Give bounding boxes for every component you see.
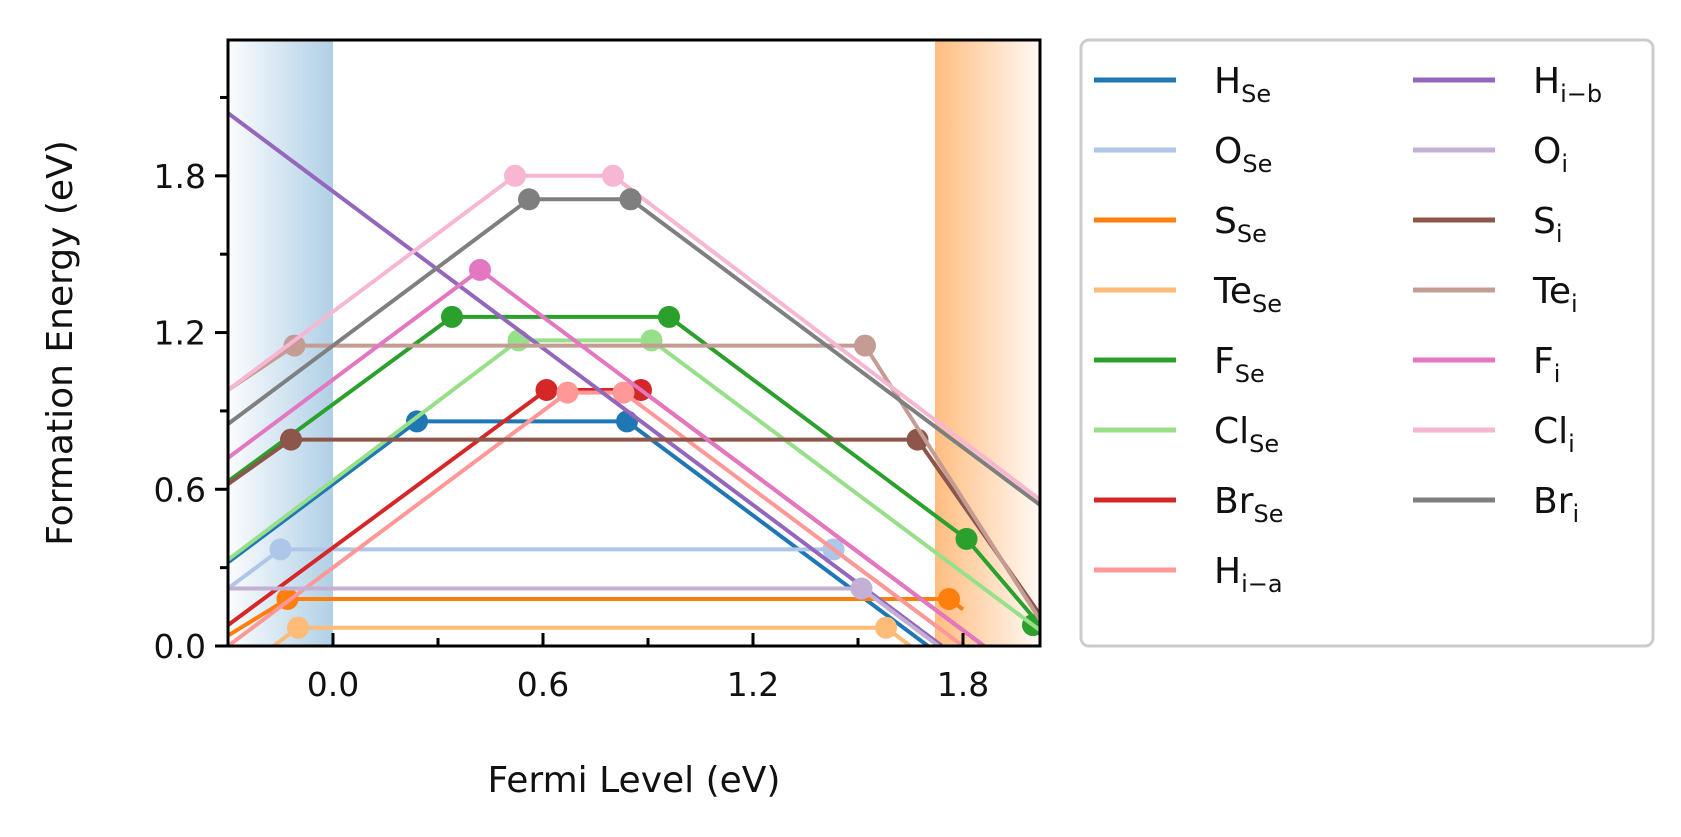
y-tick-label: 0.0 (154, 627, 206, 666)
transition-point-cl-se-0 (507, 329, 530, 352)
legend-label-o-i: Oi (1533, 131, 1568, 178)
plot-frame (226, 38, 1042, 648)
legend-label-f-i: Fi (1533, 341, 1560, 388)
transition-point-f-se-1 (658, 305, 680, 328)
series-line-te-se (272, 625, 912, 646)
axis-ticks: 0.0 0.6 1.2 1.8 0.0 0.6 1.2 1.8 (154, 95, 989, 704)
legend: HSe OSe SSe TeSe FSe ClSe BrSe Hi−a Hi−b Oi Si Tei F… (1079, 38, 1655, 648)
transition-point-cl-i-0 (504, 164, 526, 187)
series-line-h-se (228, 419, 930, 646)
legend-label-h-i-a: Hi−a (1214, 551, 1283, 598)
x-tick-label: 1.2 (727, 665, 779, 704)
transition-point-h-se-0 (406, 410, 428, 433)
transition-point-br-i-1 (619, 188, 642, 211)
series-line-cl-se (228, 338, 1040, 632)
transition-point-h-se-1 (616, 410, 638, 433)
series-line-br-se (228, 388, 986, 646)
x-axis-label: Fermi Level (eV) (488, 760, 781, 801)
y-axis-label: Formation Energy (eV) (40, 140, 81, 546)
transition-point-s-se-1 (938, 588, 960, 610)
transition-point-h-i-a-1 (612, 381, 635, 404)
legend-label-cl-i: Cli (1533, 411, 1575, 458)
transition-point-te-se-1 (875, 616, 897, 639)
y-tick-label: 0.6 (154, 470, 206, 509)
transition-point-br-i-0 (518, 188, 540, 211)
x-tick-label: 0.0 (307, 665, 359, 704)
series-line-h-i-a (228, 390, 965, 646)
series-line-o-se (228, 547, 951, 638)
x-tick-label: 1.8 (937, 665, 989, 704)
transition-point-te-se-0 (287, 616, 309, 639)
transition-point-te-i-1 (854, 334, 876, 357)
y-tick-label: 1.8 (154, 157, 206, 196)
transition-point-te-i-0 (283, 334, 306, 357)
transition-point-cl-se-1 (640, 329, 663, 352)
legend-label-cl-se: ClSe (1214, 411, 1279, 458)
series-line-h-i-b (228, 111, 944, 646)
legend-label-s-i: Si (1533, 201, 1563, 248)
series-line-br-i (228, 197, 1040, 507)
transition-point-s-i-0 (280, 428, 302, 451)
legend-label-br-se: BrSe (1214, 481, 1284, 528)
conduction-band-region (935, 40, 1040, 646)
series-layer (228, 111, 1040, 646)
transition-point-f-se-2 (955, 527, 978, 550)
series-line-s-se (228, 597, 965, 638)
transition-point-o-i-0 (850, 577, 873, 600)
legend-label-f-se: FSe (1214, 341, 1265, 388)
legend-label-s-se: SSe (1214, 201, 1267, 248)
transition-point-br-se-0 (535, 379, 558, 401)
legend-label-h-se: HSe (1214, 61, 1271, 108)
legend-label-o-se: OSe (1214, 131, 1272, 178)
y-tick-label: 1.2 (154, 314, 206, 353)
transition-point-o-se-0 (269, 538, 292, 561)
legend-frame (1079, 38, 1655, 648)
legend-label-h-i-b: Hi−b (1533, 61, 1602, 108)
transition-point-f-i-0 (469, 258, 491, 281)
legend-label-te-se: TeSe (1213, 271, 1282, 318)
transition-point-h-i-a-0 (556, 381, 579, 404)
transition-point-cl-i-1 (602, 164, 624, 187)
x-tick-label: 0.6 (517, 665, 569, 704)
series-line-cl-i (228, 173, 1040, 502)
legend-label-br-i: Bri (1533, 481, 1579, 528)
legend-label-te-i: Tei (1532, 271, 1578, 318)
transition-point-f-se-0 (441, 305, 463, 328)
